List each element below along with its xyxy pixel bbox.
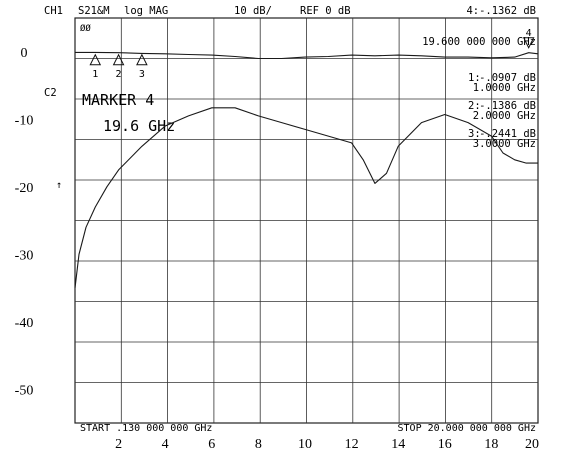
marker-number: 3	[139, 69, 145, 80]
y-tick-label: -40	[15, 316, 34, 331]
x-tick-label: 18	[484, 437, 498, 452]
y-tick-label: -30	[15, 248, 34, 263]
format-label: log MAG	[124, 5, 168, 17]
grid	[75, 18, 538, 423]
stop-frequency: STOP 20.000 000 000 GHz	[398, 423, 536, 434]
y-tick-label: -50	[15, 383, 34, 398]
tick-labels: 0-10-20-30-40-502 4 6 8 10 12 14 16 18 20	[15, 46, 539, 452]
marker-number: 1	[92, 69, 98, 80]
c2-label: C2	[44, 87, 57, 99]
corner-tag: ØØ	[80, 23, 91, 34]
x-tick-label: 2	[115, 437, 122, 452]
ref-label: REF 0 dB	[300, 5, 351, 17]
x-tick-label: 10	[298, 437, 312, 452]
reference-arrow: ↑	[56, 180, 62, 191]
trace-line	[75, 51, 539, 60]
marker-2: 2	[112, 53, 125, 80]
marker-triangle	[89, 53, 102, 66]
traces	[74, 51, 539, 289]
x-tick-label: 6	[208, 437, 215, 452]
marker-table-num: 1:	[468, 72, 481, 84]
marker-box-value: 19.6 GHz	[103, 117, 175, 135]
marker-number: 2	[116, 69, 122, 80]
marker-table-num: 2:	[468, 100, 481, 112]
y-tick-label: 0	[21, 46, 28, 61]
marker-1: 1	[89, 53, 102, 80]
markers: 1 2 3 4	[89, 28, 535, 80]
y-tick-label: -20	[15, 181, 34, 196]
marker-table-db: -.0907 dB	[479, 72, 536, 84]
x-tick-label: 20	[525, 437, 539, 452]
active-marker-readout: 4:-.1362 dB	[466, 5, 536, 17]
marker-triangle	[136, 53, 148, 66]
active-marker-frequency: 19.600 000 000 GHz	[422, 36, 536, 48]
x-tick-label: 14	[391, 437, 405, 452]
marker-table-freq: 3.0000 GHz	[473, 138, 536, 150]
marker-table-db: -.1386 dB	[479, 100, 536, 112]
x-tick-label: 12	[345, 437, 359, 452]
trace-line	[74, 107, 538, 289]
marker-number: 4	[526, 28, 532, 39]
scale-label: 10 dB/	[234, 5, 272, 17]
marker-3: 3	[136, 53, 148, 80]
parameter-label: S21&M	[78, 5, 110, 17]
marker-table-freq: 1.0000 GHz	[473, 82, 536, 94]
marker-table: 1: -.0907 dB 1.0000 GHz 2: -.1386 dB 2.0…	[468, 72, 536, 150]
marker-triangle	[522, 37, 535, 49]
x-tick-label: 16	[438, 437, 452, 452]
marker-table-db: -.2441 dB	[479, 128, 536, 140]
marker-4: 4	[522, 28, 535, 49]
marker-box-title: MARKER 4	[82, 91, 154, 109]
marker-triangle	[112, 53, 125, 66]
start-frequency: START .130 000 000 GHz	[80, 423, 212, 434]
x-tick-label: 8	[255, 437, 262, 452]
channel-label: CH1	[44, 5, 63, 17]
marker-table-num: 3:	[468, 128, 481, 140]
y-tick-label: -10	[15, 113, 34, 128]
x-tick-label: 4	[162, 437, 169, 452]
marker-table-freq: 2.0000 GHz	[473, 110, 536, 122]
